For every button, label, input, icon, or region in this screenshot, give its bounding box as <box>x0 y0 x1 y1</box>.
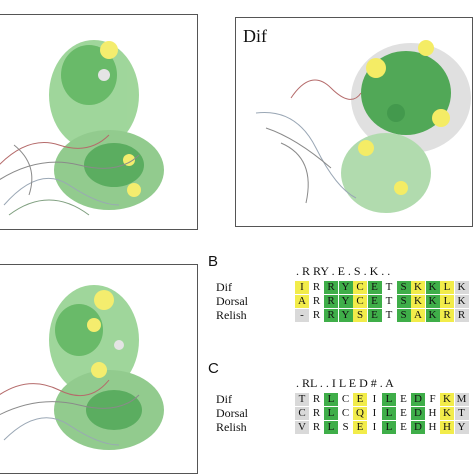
residue-cell: E <box>396 393 411 406</box>
structure-panel-bottom-left <box>0 264 198 474</box>
residue-cell: H <box>425 407 440 420</box>
residue-cell: A <box>411 309 425 322</box>
residue-cell: C <box>295 407 309 420</box>
residue-cell: L <box>324 407 338 420</box>
structure-panel-top-left <box>0 14 198 230</box>
residue-cell: I <box>367 421 382 434</box>
residue-cell: C <box>353 295 367 308</box>
sequence-name: Dif <box>216 280 232 294</box>
residue-cell: L <box>440 281 454 294</box>
residue-cell: S <box>396 295 411 308</box>
residue-cell: C <box>353 281 367 294</box>
residue-cell: L <box>382 407 396 420</box>
residue-cell: T <box>382 295 396 308</box>
residue-cell: R <box>324 309 338 322</box>
residue-cell: D <box>411 393 425 406</box>
residue-cell: A <box>295 295 309 308</box>
residue-cell: R <box>309 281 324 294</box>
residue-cell: E <box>353 393 367 406</box>
residue-cell: D <box>411 421 425 434</box>
residue-cell: L <box>324 421 338 434</box>
residue-cell: T <box>382 281 396 294</box>
residue-cell: K <box>411 281 425 294</box>
residue-cell: R <box>440 309 454 322</box>
residue-cell: E <box>396 421 411 434</box>
residue-cell: E <box>367 281 382 294</box>
residue-cell: K <box>440 393 454 406</box>
residue-cell: L <box>324 393 338 406</box>
residue-cell: Y <box>454 421 469 434</box>
sequence-name: Dorsal <box>216 406 248 420</box>
residue-cell: I <box>295 281 309 294</box>
alignment-c-consensus: . RL . . I L E D # . A <box>296 376 394 390</box>
residue-cell: R <box>309 393 324 406</box>
sequence-name: Relish <box>216 420 247 434</box>
sequence-name: Dorsal <box>216 294 248 308</box>
residue-cell: E <box>353 421 367 434</box>
residue-cell: Y <box>338 309 353 322</box>
residue-cell: Y <box>338 295 353 308</box>
residue-cell: R <box>324 295 338 308</box>
residue-cell: R <box>324 281 338 294</box>
sequence-name: Dif <box>216 392 232 406</box>
sequence-name: Relish <box>216 308 247 322</box>
residue-cell: T <box>295 393 309 406</box>
residue-cell: M <box>454 393 469 406</box>
residue-cell: K <box>425 295 440 308</box>
residue-cell: K <box>425 309 440 322</box>
residue-cell: Y <box>338 281 353 294</box>
residue-cell: I <box>367 407 382 420</box>
residue-cell: L <box>382 393 396 406</box>
residue-cell: L <box>440 295 454 308</box>
residue-cell: V <box>295 421 309 434</box>
residue-cell: T <box>382 309 396 322</box>
panel-letter-c: C <box>208 360 219 377</box>
residue-cell: R <box>454 309 469 322</box>
residue-cell: K <box>454 281 469 294</box>
residue-cell: K <box>411 295 425 308</box>
residue-cell: R <box>309 309 324 322</box>
residue-cell: R <box>309 295 324 308</box>
residue-cell: S <box>338 421 353 434</box>
residue-cell: R <box>309 421 324 434</box>
alignment-b-consensus: . R RY . E . S . K . . <box>296 264 391 278</box>
residue-cell: K <box>440 407 454 420</box>
residue-cell: H <box>440 421 454 434</box>
residue-cell: R <box>309 407 324 420</box>
protein-surface-image <box>0 285 164 450</box>
residue-cell: S <box>396 309 411 322</box>
residue-cell: C <box>338 393 353 406</box>
residue-cell: E <box>367 295 382 308</box>
residue-cell: S <box>396 281 411 294</box>
panel-letter-b: B <box>208 253 219 270</box>
residue-cell: F <box>425 393 440 406</box>
residue-cell: L <box>382 421 396 434</box>
residue-cell: E <box>367 309 382 322</box>
residue-cell: K <box>425 281 440 294</box>
protein-surface-image <box>255 40 471 213</box>
residue-cell: - <box>295 309 309 322</box>
residue-cell: D <box>411 407 425 420</box>
structure-panel-top-right: Dif <box>235 17 473 227</box>
residue-cell: K <box>454 295 469 308</box>
residue-cell: E <box>396 407 411 420</box>
panel-title-dif: Dif <box>243 26 267 46</box>
protein-surface-image <box>0 40 164 216</box>
residue-cell: C <box>338 407 353 420</box>
residue-cell: S <box>353 309 367 322</box>
residue-cell: I <box>367 393 382 406</box>
residue-cell: T <box>454 407 469 420</box>
residue-cell: Q <box>353 407 367 420</box>
residue-cell: H <box>425 421 440 434</box>
